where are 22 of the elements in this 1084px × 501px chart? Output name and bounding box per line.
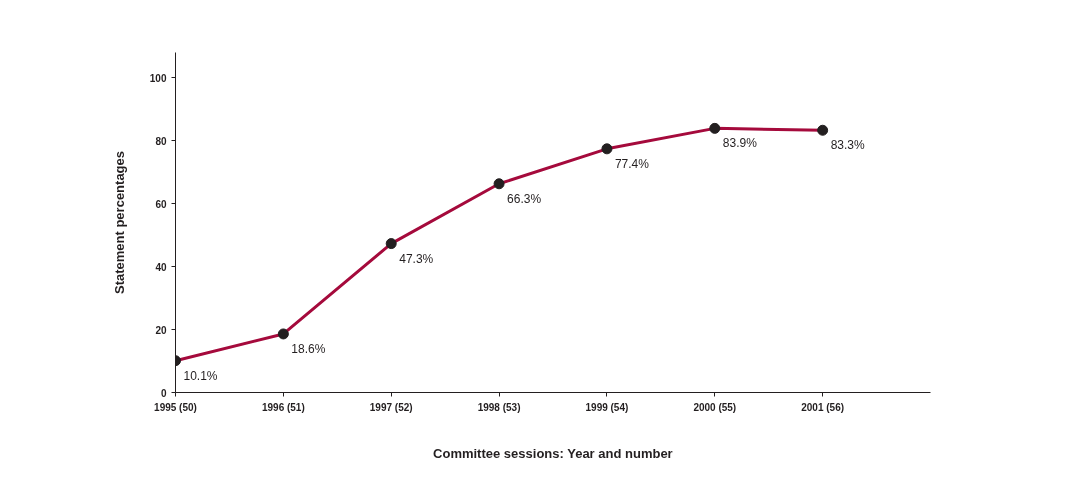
data-label: 83.3% xyxy=(830,138,865,153)
y-tick-label: 20 xyxy=(155,324,167,336)
data-label: 10.1% xyxy=(183,368,218,383)
y-tick-label: 80 xyxy=(155,135,167,147)
y-tick-label: 60 xyxy=(155,198,167,210)
x-tick-label: 1999 (54) xyxy=(585,401,629,413)
y-tick-label: 100 xyxy=(149,72,167,84)
data-label: 47.3% xyxy=(399,251,434,266)
data-label: 18.6% xyxy=(291,341,326,356)
x-tick-label: 2001 (56) xyxy=(801,401,845,413)
x-axis-title: Committee sessions: Year and number xyxy=(433,445,673,461)
y-axis-title: Statement percentages xyxy=(111,150,127,295)
x-tick-label: 2000 (55) xyxy=(693,401,737,413)
x-tick-label: 1998 (53) xyxy=(477,401,521,413)
data-label: 66.3% xyxy=(507,191,542,206)
y-tick-label: 40 xyxy=(155,261,167,273)
x-tick-label: 1997 (52) xyxy=(369,401,413,413)
data-label: 77.4% xyxy=(614,156,650,171)
y-tick-label: 0 xyxy=(160,387,167,399)
data-label: 83.9% xyxy=(722,136,758,151)
x-tick-label: 1996 (51) xyxy=(261,401,305,413)
x-tick-label: 1995 (50) xyxy=(154,401,197,413)
